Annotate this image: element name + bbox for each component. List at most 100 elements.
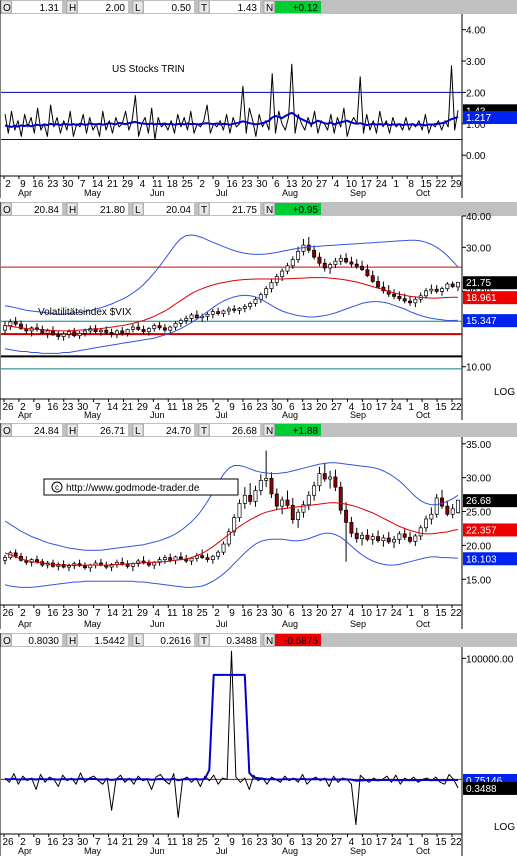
x-tick-label: 14: [92, 179, 104, 190]
candle-body: [19, 323, 23, 329]
candle-body: [386, 537, 391, 543]
x-tick-label: 9: [229, 402, 235, 413]
x-tick-label: 30: [77, 837, 89, 848]
x-tick-label: 13: [301, 402, 313, 413]
last-value-tag: [463, 523, 517, 537]
candle-body: [72, 331, 77, 337]
candle-body: [146, 562, 151, 566]
candle-body: [226, 308, 231, 312]
header-key-c: T: [201, 3, 207, 14]
candle-body: [13, 552, 18, 557]
chart-title: US Stocks TRIN: [112, 64, 185, 75]
header-change-box: [275, 203, 321, 215]
candle-body: [168, 557, 173, 561]
candle-body: [269, 282, 274, 290]
x-tick-label: 25: [197, 837, 209, 848]
x-tick-label: 27: [331, 608, 343, 619]
candle-body: [264, 477, 269, 481]
last-value-label: 0.3488: [466, 784, 497, 795]
y-tick-label: 30.00: [466, 474, 491, 485]
header-change-box: [275, 1, 321, 13]
candle-body: [290, 505, 295, 521]
candle-body: [189, 314, 194, 319]
panel-header: O 0.8030 H 1.5442 L 0.2616 T 0.3488 N -0.5875: [0, 633, 517, 647]
header-key-l: L: [135, 205, 141, 216]
candle-body: [445, 505, 450, 515]
x-tick-label: 23: [47, 179, 59, 190]
candle-body: [141, 329, 146, 333]
x-tick-label: 27: [331, 837, 343, 848]
x-tick-label: 27: [331, 402, 343, 413]
x-month-label: Apr: [18, 846, 32, 856]
candle-body: [429, 288, 434, 292]
panel-vix: O20.84H21.80L20.04T21.75N+0.9510.0020.00…: [0, 202, 517, 420]
header-key-h: H: [69, 426, 76, 437]
header-key-h: H: [69, 636, 76, 647]
header-key-c: T: [201, 205, 207, 216]
candle-body: [205, 313, 210, 317]
x-tick-label: 16: [241, 608, 253, 619]
candle-body: [306, 494, 311, 506]
header-key-o: O: [3, 205, 11, 216]
x-tick-label: 20: [301, 179, 313, 190]
x-tick-label: 13: [301, 837, 313, 848]
x-month-label: Jun: [150, 188, 165, 198]
candle-body: [61, 333, 66, 337]
candle-body: [392, 538, 397, 543]
last-value-label: 1.217: [466, 113, 491, 124]
x-tick-label: 7: [95, 402, 101, 413]
x-month-label: May: [84, 410, 102, 420]
header-key-box-c: [198, 0, 210, 14]
candle-body: [152, 325, 157, 329]
x-month-label: Jul: [216, 410, 228, 420]
header-key-box-o: [0, 423, 12, 437]
x-tick-label: 2: [20, 608, 26, 619]
candle-body: [338, 486, 343, 511]
last-value-label: 15.347: [466, 316, 497, 327]
x-tick-label: 24: [376, 179, 388, 190]
x-tick-label: 10: [361, 837, 373, 848]
candle-body: [450, 283, 455, 287]
y-tick-label: 20.00: [466, 541, 491, 552]
x-month-label: Apr: [18, 410, 32, 420]
candle-body: [408, 536, 412, 542]
x-tick-label: 4: [349, 837, 355, 848]
x-month-label: Aug: [282, 619, 298, 629]
x-tick-label: 17: [361, 179, 373, 190]
candle-body: [456, 499, 460, 513]
candle-body: [360, 534, 365, 539]
header-value-box-l: [144, 203, 194, 215]
x-tick-label: 11: [167, 608, 178, 619]
candle-body: [3, 557, 7, 561]
candle-body: [157, 559, 162, 563]
x-tick-label: 14: [107, 402, 119, 413]
x-tick-label: 26: [2, 837, 14, 848]
header-change-box: [275, 634, 321, 646]
candle-body: [109, 332, 114, 335]
candle-body: [280, 270, 285, 277]
candle-body: [136, 560, 141, 565]
candle-body: [280, 499, 285, 507]
x-month-label: Oct: [416, 188, 431, 198]
source-box: [43, 478, 239, 496]
header-value-box-h: [78, 203, 128, 215]
candle-body: [434, 288, 439, 292]
x-tick-label: 4: [349, 608, 355, 619]
candle-body: [285, 499, 290, 506]
header-value-c: 0.3488: [226, 636, 257, 647]
header-key-h: H: [69, 3, 76, 14]
header-value-box-c: [210, 424, 260, 436]
x-tick-label: 4: [140, 179, 146, 190]
candle-body: [328, 264, 333, 269]
candle-body: [194, 314, 199, 319]
y-tick-label: 10.00: [466, 363, 491, 374]
x-tick-label: 11: [167, 837, 178, 848]
x-tick-label: 14: [107, 608, 119, 619]
x-tick-label: 2: [199, 179, 205, 190]
x-tick-label: 21: [107, 179, 119, 190]
x-tick-label: 23: [241, 179, 253, 190]
moving-average: [4, 277, 459, 332]
x-tick-label: 30: [271, 402, 283, 413]
data-line: [4, 63, 459, 140]
x-tick-label: 29: [137, 837, 149, 848]
